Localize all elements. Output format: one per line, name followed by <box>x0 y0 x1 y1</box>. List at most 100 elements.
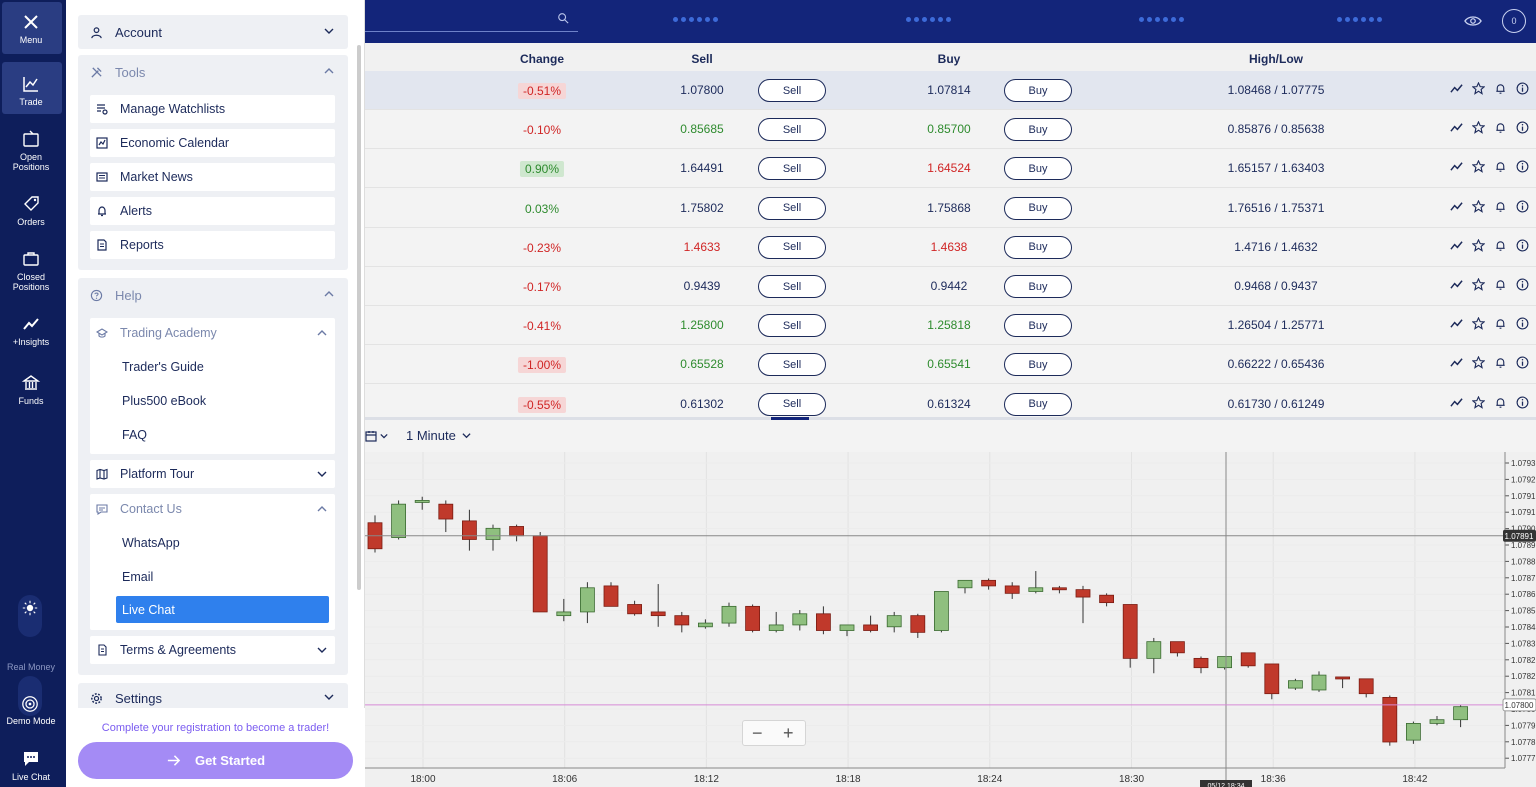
sell-button[interactable]: Sell <box>758 118 826 142</box>
table-scroll-thumb[interactable] <box>771 417 809 420</box>
rail-item-live-chat[interactable]: Live Chat <box>0 748 62 782</box>
contact-item-whatsapp[interactable]: WhatsApp <box>122 536 180 550</box>
rail-item-funds[interactable]: Funds <box>0 372 62 406</box>
table-row[interactable]: -0.17% 0.9439 Sell 0.9442 Buy 0.9468 / 0.9437 <box>365 267 1536 306</box>
timeframe-select[interactable]: 1 Minute <box>406 428 471 443</box>
bell-icon[interactable] <box>1494 82 1507 95</box>
buy-button[interactable]: Buy <box>1004 275 1072 298</box>
mode-toggle[interactable] <box>18 676 42 716</box>
rail-item-open-positions[interactable]: Open Positions <box>0 128 62 172</box>
table-row[interactable]: -0.41% 1.25800 Sell 1.25818 Buy 1.26504 / 1.2… <box>365 306 1536 346</box>
sell-button[interactable]: Sell <box>758 353 826 377</box>
bell-icon[interactable] <box>1494 396 1507 409</box>
zoom-out-button[interactable]: − <box>752 723 763 743</box>
insights-icon[interactable] <box>1450 160 1463 173</box>
sell-button[interactable]: Sell <box>758 157 826 181</box>
rail-item-closed-positions[interactable]: Closed Positions <box>0 248 62 292</box>
info-icon[interactable] <box>1516 160 1529 173</box>
sell-button[interactable]: Sell <box>758 79 826 102</box>
insights-icon[interactable] <box>1450 396 1463 409</box>
table-row[interactable]: -0.23% 1.4633 Sell 1.4638 Buy 1.4716 / 1.4632 <box>365 227 1536 267</box>
star-icon[interactable] <box>1472 317 1485 331</box>
contact-us-header[interactable]: Contact Us <box>96 502 182 516</box>
tools-item-economic-calendar[interactable]: Economic Calendar <box>90 129 335 157</box>
search-input[interactable] <box>365 8 578 32</box>
bell-icon[interactable] <box>1494 200 1507 213</box>
insights-icon[interactable] <box>1450 317 1463 330</box>
tools-item-market-news[interactable]: Market News <box>90 163 335 191</box>
star-icon[interactable] <box>1472 82 1485 95</box>
rail-item-orders[interactable]: Orders <box>0 193 62 227</box>
tools-header[interactable]: Tools <box>78 55 348 89</box>
buy-button[interactable]: Buy <box>1004 314 1072 338</box>
academy-item-ebook[interactable]: Plus500 eBook <box>122 394 207 408</box>
star-icon[interactable] <box>1472 121 1485 135</box>
academy-item-traders-guide[interactable]: Trader's Guide <box>122 360 204 374</box>
settings-header[interactable]: Settings <box>78 681 348 715</box>
star-icon[interactable] <box>1472 278 1485 291</box>
academy-item-faq[interactable]: FAQ <box>122 428 148 442</box>
bell-icon[interactable] <box>1494 356 1507 369</box>
menu-button[interactable]: Menu <box>0 8 62 48</box>
info-icon[interactable] <box>1516 121 1529 134</box>
buy-button[interactable]: Buy <box>1004 118 1072 142</box>
bell-icon[interactable] <box>1494 239 1507 252</box>
star-icon[interactable] <box>1472 199 1485 213</box>
info-icon[interactable] <box>1516 239 1529 252</box>
notifications-badge[interactable]: 0 <box>1502 9 1526 33</box>
star-icon[interactable] <box>1472 238 1485 252</box>
contact-item-email[interactable]: Email <box>122 570 154 584</box>
candlestick-chart[interactable]: 18:00 18:06 18:12 18:18 18:24 18:30 18:36 18:42… <box>365 452 1536 787</box>
tools-item-manage-watchlists[interactable]: Manage Watchlists <box>90 95 335 123</box>
insights-icon[interactable] <box>1450 278 1463 291</box>
star-icon[interactable] <box>1472 160 1485 174</box>
search-icon[interactable] <box>557 12 569 24</box>
sell-button[interactable]: Sell <box>758 275 826 298</box>
info-icon[interactable] <box>1516 200 1529 213</box>
help-header[interactable]: Help <box>78 278 348 312</box>
buy-button[interactable]: Buy <box>1004 353 1072 377</box>
contact-item-live-chat[interactable]: Live Chat <box>116 596 329 623</box>
sell-button[interactable]: Sell <box>758 314 826 338</box>
chevron-down-icon[interactable] <box>380 432 388 440</box>
drawer-scrollbar[interactable] <box>357 45 361 590</box>
calendar-icon[interactable] <box>365 430 377 442</box>
col-buy[interactable]: Buy <box>937 52 961 66</box>
buy-button[interactable]: Buy <box>1004 79 1072 102</box>
terms-item[interactable]: Terms & Agreements <box>90 636 335 664</box>
sell-button[interactable]: Sell <box>758 196 826 220</box>
price-chart[interactable]: 18:00 18:06 18:12 18:18 18:24 18:30 18:36 18:42… <box>365 452 1536 787</box>
eye-icon[interactable] <box>1464 14 1482 28</box>
buy-button[interactable]: Buy <box>1004 392 1072 416</box>
info-icon[interactable] <box>1516 356 1529 369</box>
table-row[interactable]: -1.00% 0.65528 Sell 0.65541 Buy 0.66222 / 0.6… <box>365 345 1536 385</box>
rail-item-insights[interactable]: +Insights <box>0 313 62 347</box>
trading-academy-header[interactable]: Trading Academy <box>96 326 217 340</box>
platform-tour-item[interactable]: Platform Tour <box>90 460 335 488</box>
col-highlow[interactable]: High/Low <box>1249 52 1303 66</box>
tools-item-reports[interactable]: Reports <box>90 231 335 259</box>
sell-button[interactable]: Sell <box>758 235 826 259</box>
star-icon[interactable] <box>1472 356 1485 370</box>
info-icon[interactable] <box>1516 278 1529 291</box>
bell-icon[interactable] <box>1494 278 1507 291</box>
table-row[interactable]: 0.03% 1.75802 Sell 1.75868 Buy 1.76516 / 1.75… <box>365 188 1536 228</box>
section-account[interactable]: Account <box>78 15 348 49</box>
insights-icon[interactable] <box>1450 82 1463 95</box>
theme-toggle[interactable] <box>18 595 42 637</box>
bell-icon[interactable] <box>1494 317 1507 330</box>
info-icon[interactable] <box>1516 396 1529 409</box>
buy-button[interactable]: Buy <box>1004 196 1072 220</box>
zoom-in-button[interactable]: + <box>783 723 794 743</box>
insights-icon[interactable] <box>1450 239 1463 252</box>
tools-item-alerts[interactable]: Alerts <box>90 197 335 225</box>
info-icon[interactable] <box>1516 82 1529 95</box>
table-row[interactable]: 0.90% 1.64491 Sell 1.64524 Buy 1.65157 / 1.63… <box>365 149 1536 189</box>
sell-button[interactable]: Sell <box>758 392 826 416</box>
insights-icon[interactable] <box>1450 356 1463 369</box>
buy-button[interactable]: Buy <box>1004 157 1072 181</box>
rail-item-trade[interactable]: Trade <box>0 70 62 110</box>
buy-button[interactable]: Buy <box>1004 235 1072 259</box>
col-change[interactable]: Change <box>519 52 565 66</box>
account-header[interactable]: Account <box>78 15 348 49</box>
